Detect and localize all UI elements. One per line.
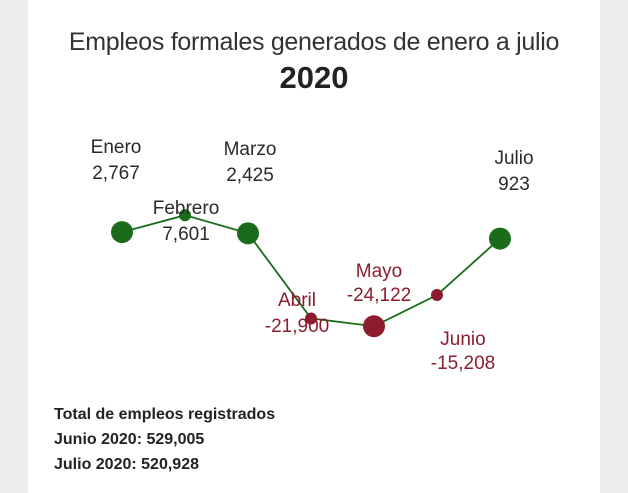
line-chart: Enero 2,767 Febrero 7,601 Marzo 2,425 Abril -21…	[91, 137, 534, 374]
chart-title: Empleos formales generados de enero a ju…	[68, 28, 560, 56]
category-label-abril: Abril	[278, 290, 316, 311]
footer-summary: Total de empleos registrados Junio 2020:…	[54, 402, 275, 477]
category-label-julio: Julio	[494, 148, 533, 169]
data-point-marzo	[237, 222, 259, 245]
category-label-junio: Junio	[440, 329, 485, 350]
data-point-enero	[111, 221, 133, 244]
data-point-julio	[489, 227, 511, 250]
footer-july-total: Julio 2020: 520,928	[54, 456, 199, 473]
value-label-marzo: 2,425	[226, 165, 274, 186]
category-label-febrero: Febrero	[153, 198, 220, 219]
footer-heading: Total de empleos registrados	[54, 406, 276, 423]
value-label-julio: 923	[498, 174, 530, 195]
category-label-mayo: Mayo	[356, 261, 402, 282]
value-label-febrero: 7,601	[162, 224, 210, 245]
footer-june-total: Junio 2020: 529,005	[54, 431, 205, 448]
category-label-enero: Enero	[91, 137, 142, 158]
category-label-marzo: Marzo	[224, 139, 277, 160]
value-label-junio: -15,208	[431, 353, 495, 374]
data-point-febrero	[179, 209, 191, 222]
data-point-abril	[305, 312, 317, 325]
chart-subtitle: 2020	[279, 60, 349, 95]
value-label-mayo: -24,122	[347, 285, 411, 306]
data-point-mayo	[363, 315, 385, 338]
value-label-enero: 2,767	[92, 163, 140, 184]
data-point-junio	[431, 289, 443, 302]
value-label-abril: -21,900	[265, 316, 329, 337]
